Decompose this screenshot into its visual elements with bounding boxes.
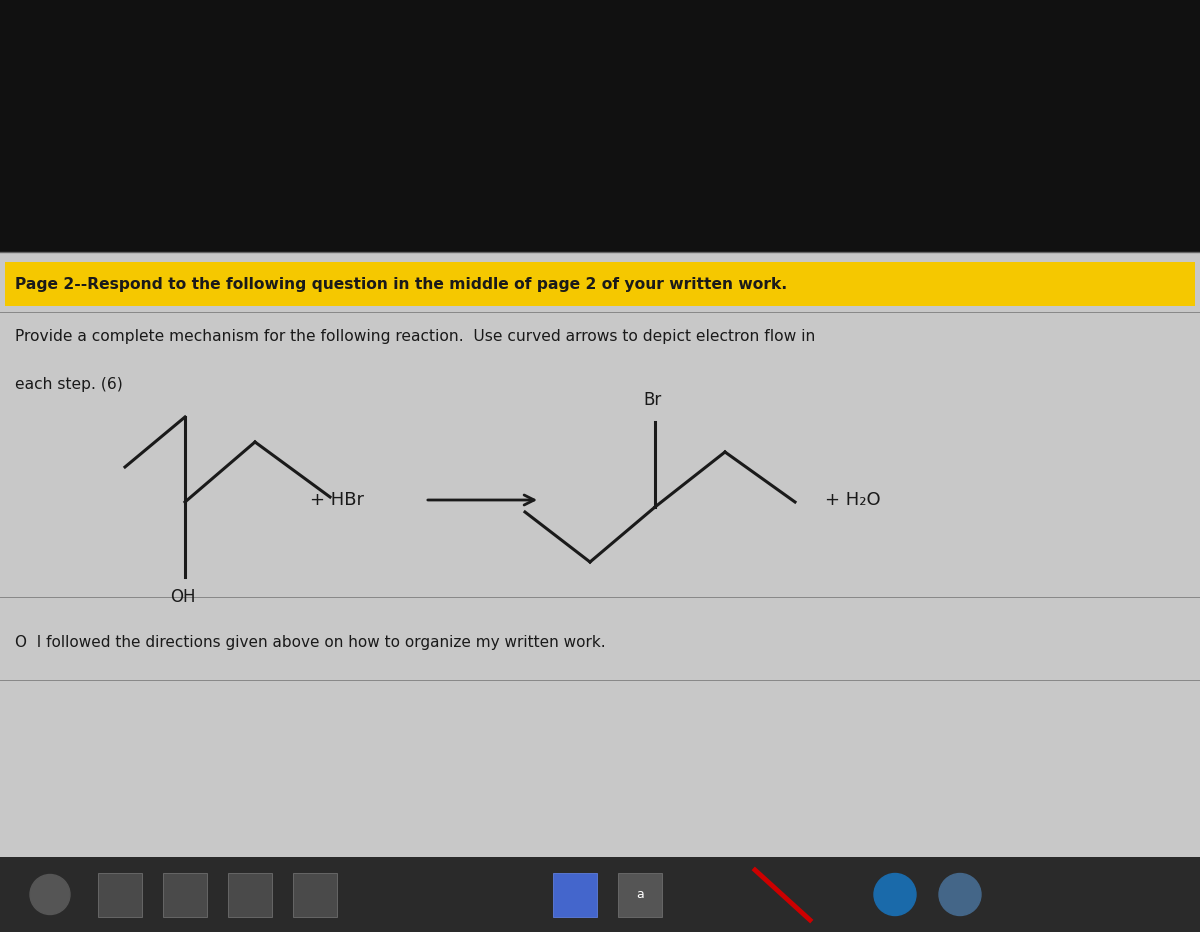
Bar [228, 872, 272, 916]
Text: Page 2--Respond to the following question in the middle of page 2 of your writte: Page 2--Respond to the following questio… [14, 277, 787, 292]
Text: a: a [636, 888, 644, 901]
Circle shape [30, 874, 70, 914]
Bar [5, 262, 1195, 306]
Circle shape [940, 873, 982, 915]
Bar [553, 872, 598, 916]
Bar [618, 872, 662, 916]
Text: each step. (6): each step. (6) [14, 377, 122, 391]
Text: Provide a complete mechanism for the following reaction.  Use curved arrows to d: Provide a complete mechanism for the fol… [14, 330, 815, 345]
Bar [0, 252, 1200, 857]
Text: Br: Br [643, 391, 661, 409]
Bar [293, 872, 337, 916]
Bar [0, 857, 1200, 932]
Bar [0, 0, 1200, 252]
Bar [163, 872, 208, 916]
Circle shape [874, 873, 916, 915]
Text: + HBr: + HBr [310, 491, 364, 509]
Text: + H₂O: + H₂O [826, 491, 881, 509]
Text: O  I followed the directions given above on how to organize my written work.: O I followed the directions given above … [14, 635, 606, 650]
Text: OH: OH [170, 588, 196, 606]
Bar [98, 872, 142, 916]
